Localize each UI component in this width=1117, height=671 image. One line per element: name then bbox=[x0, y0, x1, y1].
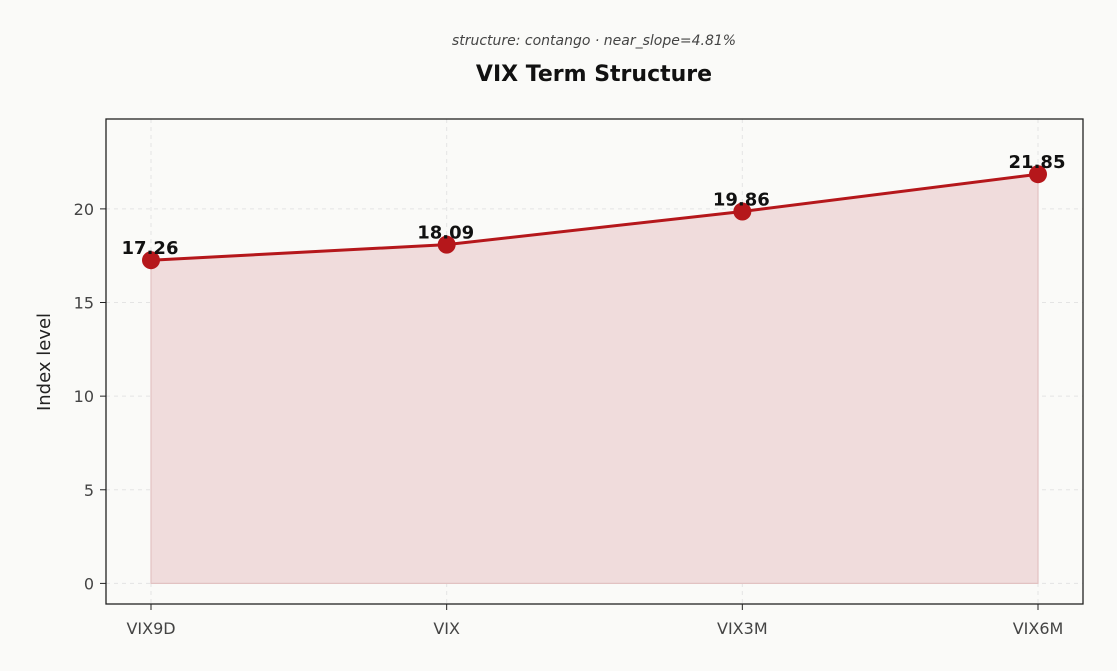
data-point bbox=[733, 202, 752, 221]
x-tick-label: VIX bbox=[433, 619, 460, 638]
y-axis-label: Index level bbox=[34, 313, 55, 411]
y-tick-label: 5 bbox=[84, 481, 94, 500]
data-label: 19.86 bbox=[713, 190, 770, 211]
data-point bbox=[437, 235, 456, 254]
y-axis: 0 5 10 15 20 bbox=[74, 200, 106, 593]
series-line bbox=[150, 172, 1039, 262]
data-point bbox=[1029, 165, 1047, 184]
data-label: 18.09 bbox=[417, 223, 474, 244]
y-tick-label: 15 bbox=[74, 294, 94, 313]
chart-subtitle: structure: contango · near_slope=4.81% bbox=[451, 33, 737, 49]
x-tick-label: VIX3M bbox=[717, 619, 768, 638]
y-tick-label: 0 bbox=[84, 574, 94, 593]
y-tick-label: 10 bbox=[74, 387, 94, 406]
x-tick-label: VIX9D bbox=[126, 619, 175, 638]
data-label: 21.85 bbox=[1009, 152, 1066, 173]
data-labels: 17.26 18.09 19.86 21.85 bbox=[122, 152, 1066, 259]
area-fill bbox=[150, 173, 1039, 585]
plot-frame bbox=[105, 118, 1084, 605]
x-axis: VIX9D VIX VIX3M VIX6M bbox=[126, 604, 1063, 638]
data-label: 17.26 bbox=[122, 238, 179, 259]
data-point bbox=[142, 251, 160, 270]
markers bbox=[142, 165, 1047, 270]
x-tick-label: VIX6M bbox=[1013, 619, 1064, 638]
y-tick-label: 20 bbox=[74, 200, 94, 219]
chart-title: VIX Term Structure bbox=[475, 62, 713, 87]
